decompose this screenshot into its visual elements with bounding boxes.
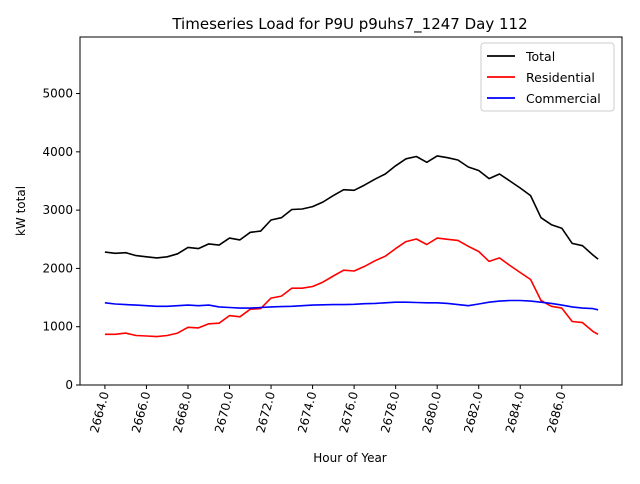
legend-box (480, 42, 615, 112)
chart-title: Timeseries Load for P9U p9uhs7_1247 Day … (171, 15, 527, 34)
y-tick-label: 1000 (42, 320, 73, 334)
y-tick-label: 2000 (42, 261, 73, 275)
y-tick-label: 5000 (42, 87, 73, 101)
legend: Total Residential Commercial (480, 42, 615, 112)
series-line-residential (104, 237, 599, 338)
x-tick-label: 2672.0 (254, 390, 278, 434)
legend-label-residential: Residential (526, 70, 595, 85)
y-tick-label: 3000 (42, 203, 73, 217)
x-axis-label: Hour of Year (313, 451, 387, 465)
y-tick-label: 4000 (42, 145, 73, 159)
x-tick-label: 2670.0 (212, 390, 236, 434)
x-tick-label: 2666.0 (129, 390, 153, 434)
x-tick-label: 2680.0 (420, 390, 444, 434)
x-tick-label: 2676.0 (337, 390, 361, 434)
legend-label-commercial: Commercial (526, 91, 601, 106)
x-tick-label: 2664.0 (87, 390, 111, 434)
series-line-commercial (104, 299, 599, 311)
x-tick-label: 2678.0 (378, 390, 402, 434)
x-tick-label: 2668.0 (170, 390, 194, 434)
x-tick-label: 2682.0 (461, 390, 485, 434)
series-line-total (104, 155, 599, 260)
x-tick-label: 2674.0 (295, 390, 319, 434)
x-tick-label: 2684.0 (503, 390, 527, 434)
legend-label-total: Total (525, 49, 555, 64)
plot-frame (79, 36, 623, 386)
y-axis-label: kW total (14, 186, 28, 236)
series-layer (104, 155, 599, 338)
y-tick-label: 0 (65, 378, 73, 392)
x-tick-label: 2686.0 (544, 390, 568, 434)
